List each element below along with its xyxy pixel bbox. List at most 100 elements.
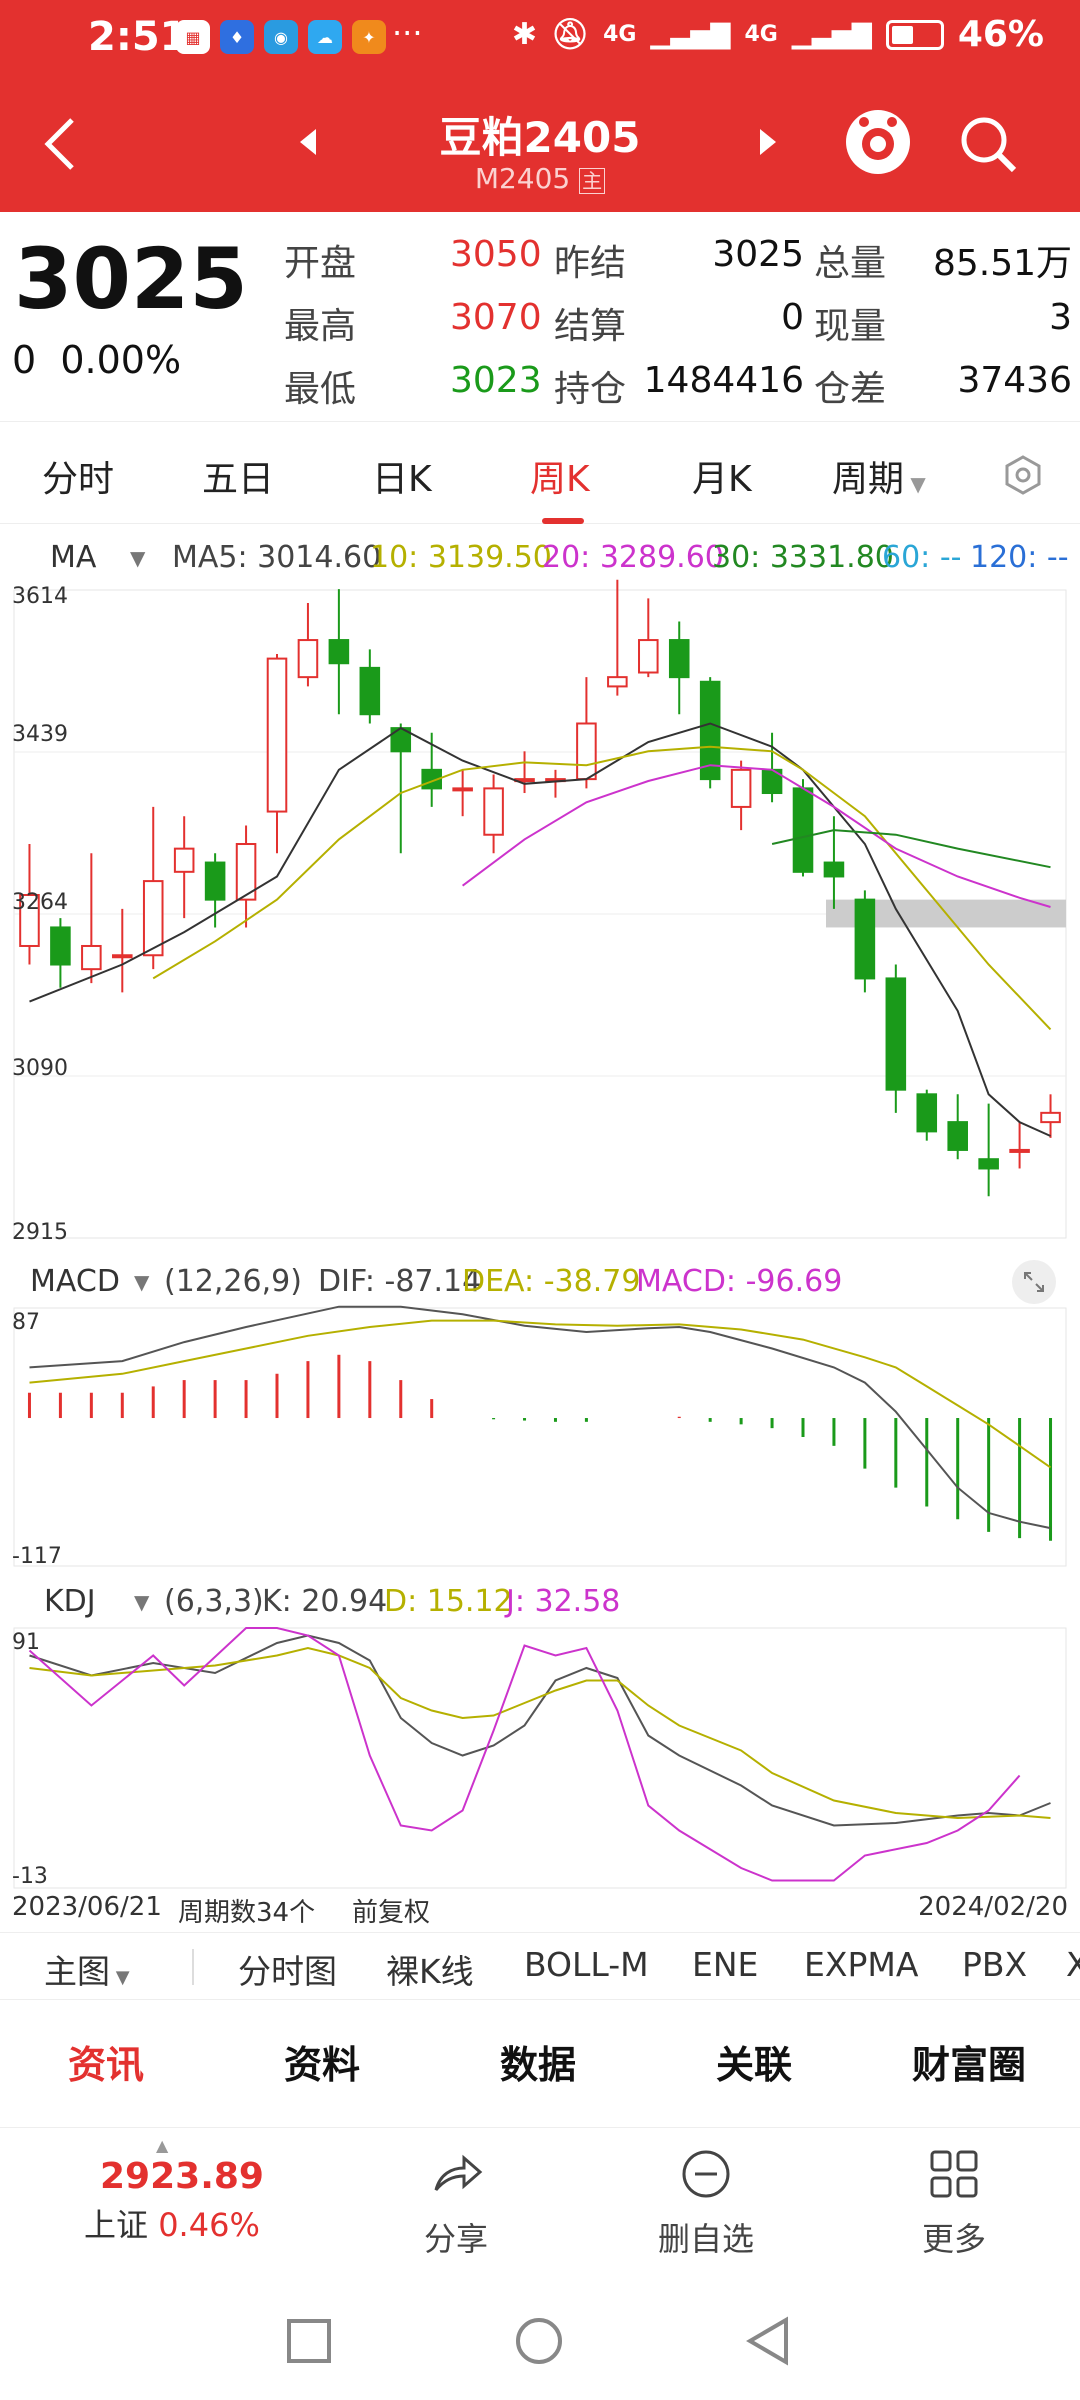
back-nav-icon[interactable] bbox=[744, 2316, 792, 2366]
mascot-button[interactable] bbox=[846, 110, 910, 174]
dea-line bbox=[29, 1319, 1052, 1469]
candle-body bbox=[452, 787, 473, 792]
candle-body bbox=[235, 843, 257, 901]
candle-body bbox=[328, 639, 350, 665]
back-button[interactable] bbox=[40, 112, 80, 191]
price-change: 0 0.00% bbox=[12, 338, 181, 382]
y-axis-label: 3264 bbox=[12, 890, 68, 915]
candle-body bbox=[916, 1093, 938, 1133]
battery-fill bbox=[891, 25, 913, 44]
share-button[interactable]: 分享 bbox=[386, 2146, 526, 2260]
recent-apps-icon[interactable] bbox=[286, 2318, 332, 2364]
chart-footer: 2023/06/21 周期数34个 前复权 2024/02/20 bbox=[0, 1888, 1080, 1928]
more-button[interactable]: 更多 bbox=[884, 2146, 1024, 2260]
chart-settings-button[interactable] bbox=[1000, 452, 1046, 498]
expand-button[interactable] bbox=[1012, 1260, 1056, 1304]
next-contract-button[interactable] bbox=[756, 126, 780, 166]
prev-contract-button[interactable] bbox=[296, 126, 320, 166]
info-tabs: 资讯 资料 数据 关联 财富圈 bbox=[0, 2004, 1080, 2128]
change-pct: 0.00% bbox=[60, 338, 182, 382]
battery-text: 46% bbox=[957, 14, 1044, 55]
indicator-ene[interactable]: ENE bbox=[692, 1945, 759, 1984]
j-value: J: 32.58 bbox=[506, 1584, 621, 1619]
kline-chart[interactable] bbox=[0, 0, 1080, 1930]
candle-body bbox=[576, 722, 597, 781]
indicator-more[interactable]: X bbox=[1066, 1945, 1080, 1984]
index-name: 上证 0.46% bbox=[84, 2200, 260, 2246]
macd-row: MACD ▼ (12,26,9) DIF: -87.14 DEA: -38.79… bbox=[0, 1260, 1080, 1304]
chevron-down-icon[interactable]: ▼ bbox=[134, 1590, 150, 1614]
candle-body bbox=[297, 639, 319, 679]
quote-value: 3023 bbox=[450, 360, 542, 401]
candle-body bbox=[50, 926, 71, 966]
period-count: 周期数34个 bbox=[178, 1898, 316, 1928]
signal-2: 4G bbox=[744, 22, 778, 47]
adjust-mode[interactable]: 前复权 bbox=[352, 1898, 431, 1928]
quote-row: 最高 3070 结算 0 现量 3 bbox=[282, 291, 1072, 354]
tab-five-day[interactable]: 五日 bbox=[202, 459, 275, 500]
kdj-label[interactable]: KDJ bbox=[44, 1584, 96, 1619]
tab-news[interactable]: 资讯 bbox=[68, 2043, 145, 2087]
candle-body bbox=[854, 898, 876, 980]
tab-data[interactable]: 数据 bbox=[500, 2043, 577, 2087]
status-right: ✱ 🔕︎ 4G ▁▃▅▇ 4G ▁▃▅▇ 46% bbox=[512, 14, 1044, 55]
tab-related[interactable]: 关联 bbox=[716, 2043, 793, 2087]
tab-community[interactable]: 财富圈 bbox=[912, 2043, 1027, 2087]
weather-app-icon: ☁ bbox=[308, 20, 342, 54]
chevron-down-icon: ▼ bbox=[110, 1967, 130, 1988]
home-icon[interactable] bbox=[514, 2316, 564, 2366]
indicator-naked-k[interactable]: 裸K线 bbox=[386, 1952, 474, 1991]
kdj-row: KDJ ▼ (6,3,3) K: 20.94 D: 15.12 J: 32.58 bbox=[0, 1580, 1080, 1620]
mute-icon: 🔕︎ bbox=[551, 17, 590, 52]
ma-row: MA ▼ MA5: 3014.60 10: 3139.50 20: 3289.6… bbox=[0, 536, 1080, 576]
candle-body bbox=[266, 657, 288, 813]
indicator-expma[interactable]: EXPMA bbox=[804, 1945, 919, 1984]
indicator-pbx[interactable]: PBX bbox=[962, 1945, 1028, 1984]
signal-icon-1: ▁▃▅▇ bbox=[650, 19, 731, 50]
macd-value: MACD: -96.69 bbox=[636, 1264, 843, 1299]
tab-weekly-k[interactable]: 周K bbox=[530, 459, 590, 500]
indicator-boll[interactable]: BOLL-M bbox=[524, 1945, 649, 1984]
quote-label: 开盘 bbox=[284, 243, 357, 284]
signal-1: 4G bbox=[603, 22, 637, 47]
tab-daily-k[interactable]: 日K bbox=[372, 459, 432, 500]
y-axis-label: 3614 bbox=[12, 584, 68, 609]
mascot-icon bbox=[854, 117, 902, 166]
candle-body bbox=[112, 954, 133, 959]
search-button[interactable] bbox=[954, 110, 1024, 180]
tab-period[interactable]: 周期 ▼ bbox=[832, 450, 926, 502]
ma30-line bbox=[771, 829, 1051, 869]
kdj-panel-border bbox=[13, 1627, 1067, 1889]
tab-profile[interactable]: 资料 bbox=[284, 2043, 361, 2087]
ma-label[interactable]: MA bbox=[50, 540, 97, 575]
minus-circle-icon bbox=[682, 2150, 730, 2198]
bluetooth-icon: ✱ bbox=[511, 17, 538, 52]
ma10-value: 10: 3139.50 bbox=[370, 540, 552, 575]
quote-label: 仓差 bbox=[814, 369, 887, 410]
quote-label: 最低 bbox=[284, 369, 357, 410]
candle-body bbox=[19, 893, 40, 947]
chevron-down-icon[interactable]: ▼ bbox=[130, 546, 146, 570]
candle-body bbox=[730, 768, 752, 808]
tab-monthly-k[interactable]: 月K bbox=[692, 459, 752, 500]
indicator-intraday[interactable]: 分时图 bbox=[238, 1952, 337, 1991]
remove-favorite-button[interactable]: 删自选 bbox=[636, 2146, 776, 2260]
quote-row: 最低 3023 持仓 1484416 仓差 37436 bbox=[282, 354, 1072, 417]
chevron-down-icon[interactable]: ▼ bbox=[134, 1270, 150, 1294]
contract-code: M2405 主 bbox=[0, 162, 1080, 195]
quote-label: 持仓 bbox=[554, 369, 627, 410]
d-value: D: 15.12 bbox=[384, 1584, 513, 1619]
main-chart-selector[interactable]: 主图 ▼ bbox=[44, 1945, 130, 1993]
tab-intraday[interactable]: 分时 bbox=[42, 459, 115, 500]
macd-label[interactable]: MACD bbox=[30, 1264, 120, 1299]
quote-value: 1484416 bbox=[643, 360, 804, 401]
expand-icon bbox=[1024, 1272, 1044, 1292]
ma5-value: MA5: 3014.60 bbox=[172, 540, 382, 575]
share-icon bbox=[434, 2154, 483, 2191]
candle-body bbox=[668, 639, 690, 679]
start-date: 2023/06/21 bbox=[12, 1892, 162, 1922]
ma60-value: 60: -- bbox=[882, 540, 962, 575]
macd-axis-label: 87 bbox=[12, 1310, 40, 1335]
ma20-line bbox=[462, 764, 1051, 908]
quote-summary: 3025 0 0.00% 开盘 3050 昨结 3025 总量 85.51万 最… bbox=[0, 212, 1080, 422]
